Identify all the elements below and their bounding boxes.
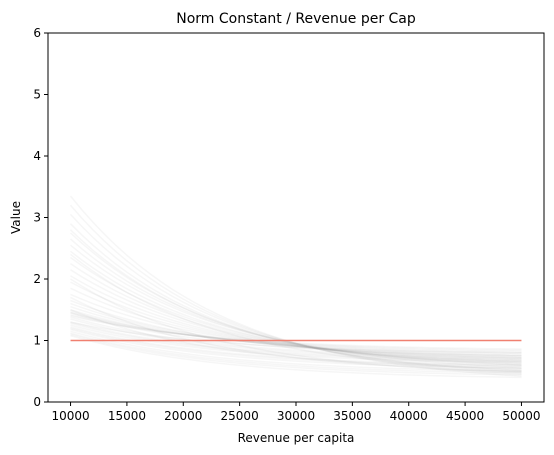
sample-curve	[70, 315, 522, 350]
sample-curves	[69, 195, 522, 379]
x-axis-ticks: 10000 15000 20000 25000 30000 35000 40000 45000…	[51, 402, 541, 423]
sample-curve	[70, 321, 522, 354]
sample-curve	[70, 250, 522, 366]
y-tick-label: 6	[33, 26, 41, 40]
sample-curve	[70, 302, 522, 357]
x-axis-label: Revenue per capita	[238, 431, 355, 445]
sample-curve	[70, 312, 522, 357]
sample-curve	[70, 253, 522, 371]
x-tick-label: 45000	[446, 409, 484, 423]
sample-curve	[70, 318, 522, 360]
y-tick-label: 5	[33, 88, 41, 102]
y-tick-label: 1	[33, 334, 41, 348]
sample-curve	[70, 310, 522, 354]
sample-curve	[69, 232, 522, 369]
sample-curve	[70, 287, 522, 360]
sample-curve	[70, 269, 522, 363]
sample-curve	[70, 330, 522, 373]
x-tick-label: 25000	[221, 409, 259, 423]
y-tick-label: 4	[33, 149, 41, 163]
sample-curve	[70, 322, 522, 363]
x-tick-label: 10000	[51, 409, 89, 423]
sample-curve	[70, 238, 522, 368]
sample-curve	[70, 321, 522, 361]
sample-curve	[70, 328, 522, 369]
sample-curve	[70, 332, 522, 374]
sample-curve	[70, 327, 522, 368]
x-tick-label: 40000	[390, 409, 428, 423]
sample-curve	[70, 244, 522, 366]
sample-curve	[70, 256, 522, 365]
sample-curve	[70, 275, 522, 363]
x-tick-label: 15000	[108, 409, 146, 423]
sample-curve	[70, 326, 522, 366]
x-tick-label: 20000	[164, 409, 202, 423]
sample-curve	[70, 278, 522, 374]
x-tick-label: 50000	[502, 409, 540, 423]
sample-curve	[70, 309, 522, 355]
sample-curve	[69, 204, 522, 376]
y-tick-label: 3	[33, 211, 41, 225]
chart-title: Norm Constant / Revenue per Cap	[176, 11, 416, 27]
sample-curve	[70, 293, 522, 359]
sample-curve	[69, 223, 522, 373]
x-tick-label: 35000	[333, 409, 371, 423]
sample-curve	[69, 229, 522, 371]
sample-curve	[70, 262, 522, 365]
y-tick-label: 0	[33, 395, 41, 409]
sample-curve	[70, 312, 522, 353]
sample-curve	[70, 299, 522, 358]
sample-curve	[70, 313, 522, 352]
y-tick-label: 2	[33, 272, 41, 286]
y-axis-ticks: 0 1 2 3 4 5 6	[33, 26, 48, 409]
sample-curve	[69, 195, 522, 377]
sample-curve	[69, 213, 522, 374]
sample-curve	[70, 316, 522, 359]
sample-curve	[70, 334, 522, 379]
sample-curve	[70, 305, 522, 357]
x-tick-label: 30000	[277, 409, 315, 423]
sample-curve	[70, 281, 522, 361]
y-axis-label: Value	[9, 201, 23, 234]
sample-curve	[70, 309, 522, 369]
sample-curve	[70, 333, 522, 376]
sample-curve	[70, 296, 522, 373]
